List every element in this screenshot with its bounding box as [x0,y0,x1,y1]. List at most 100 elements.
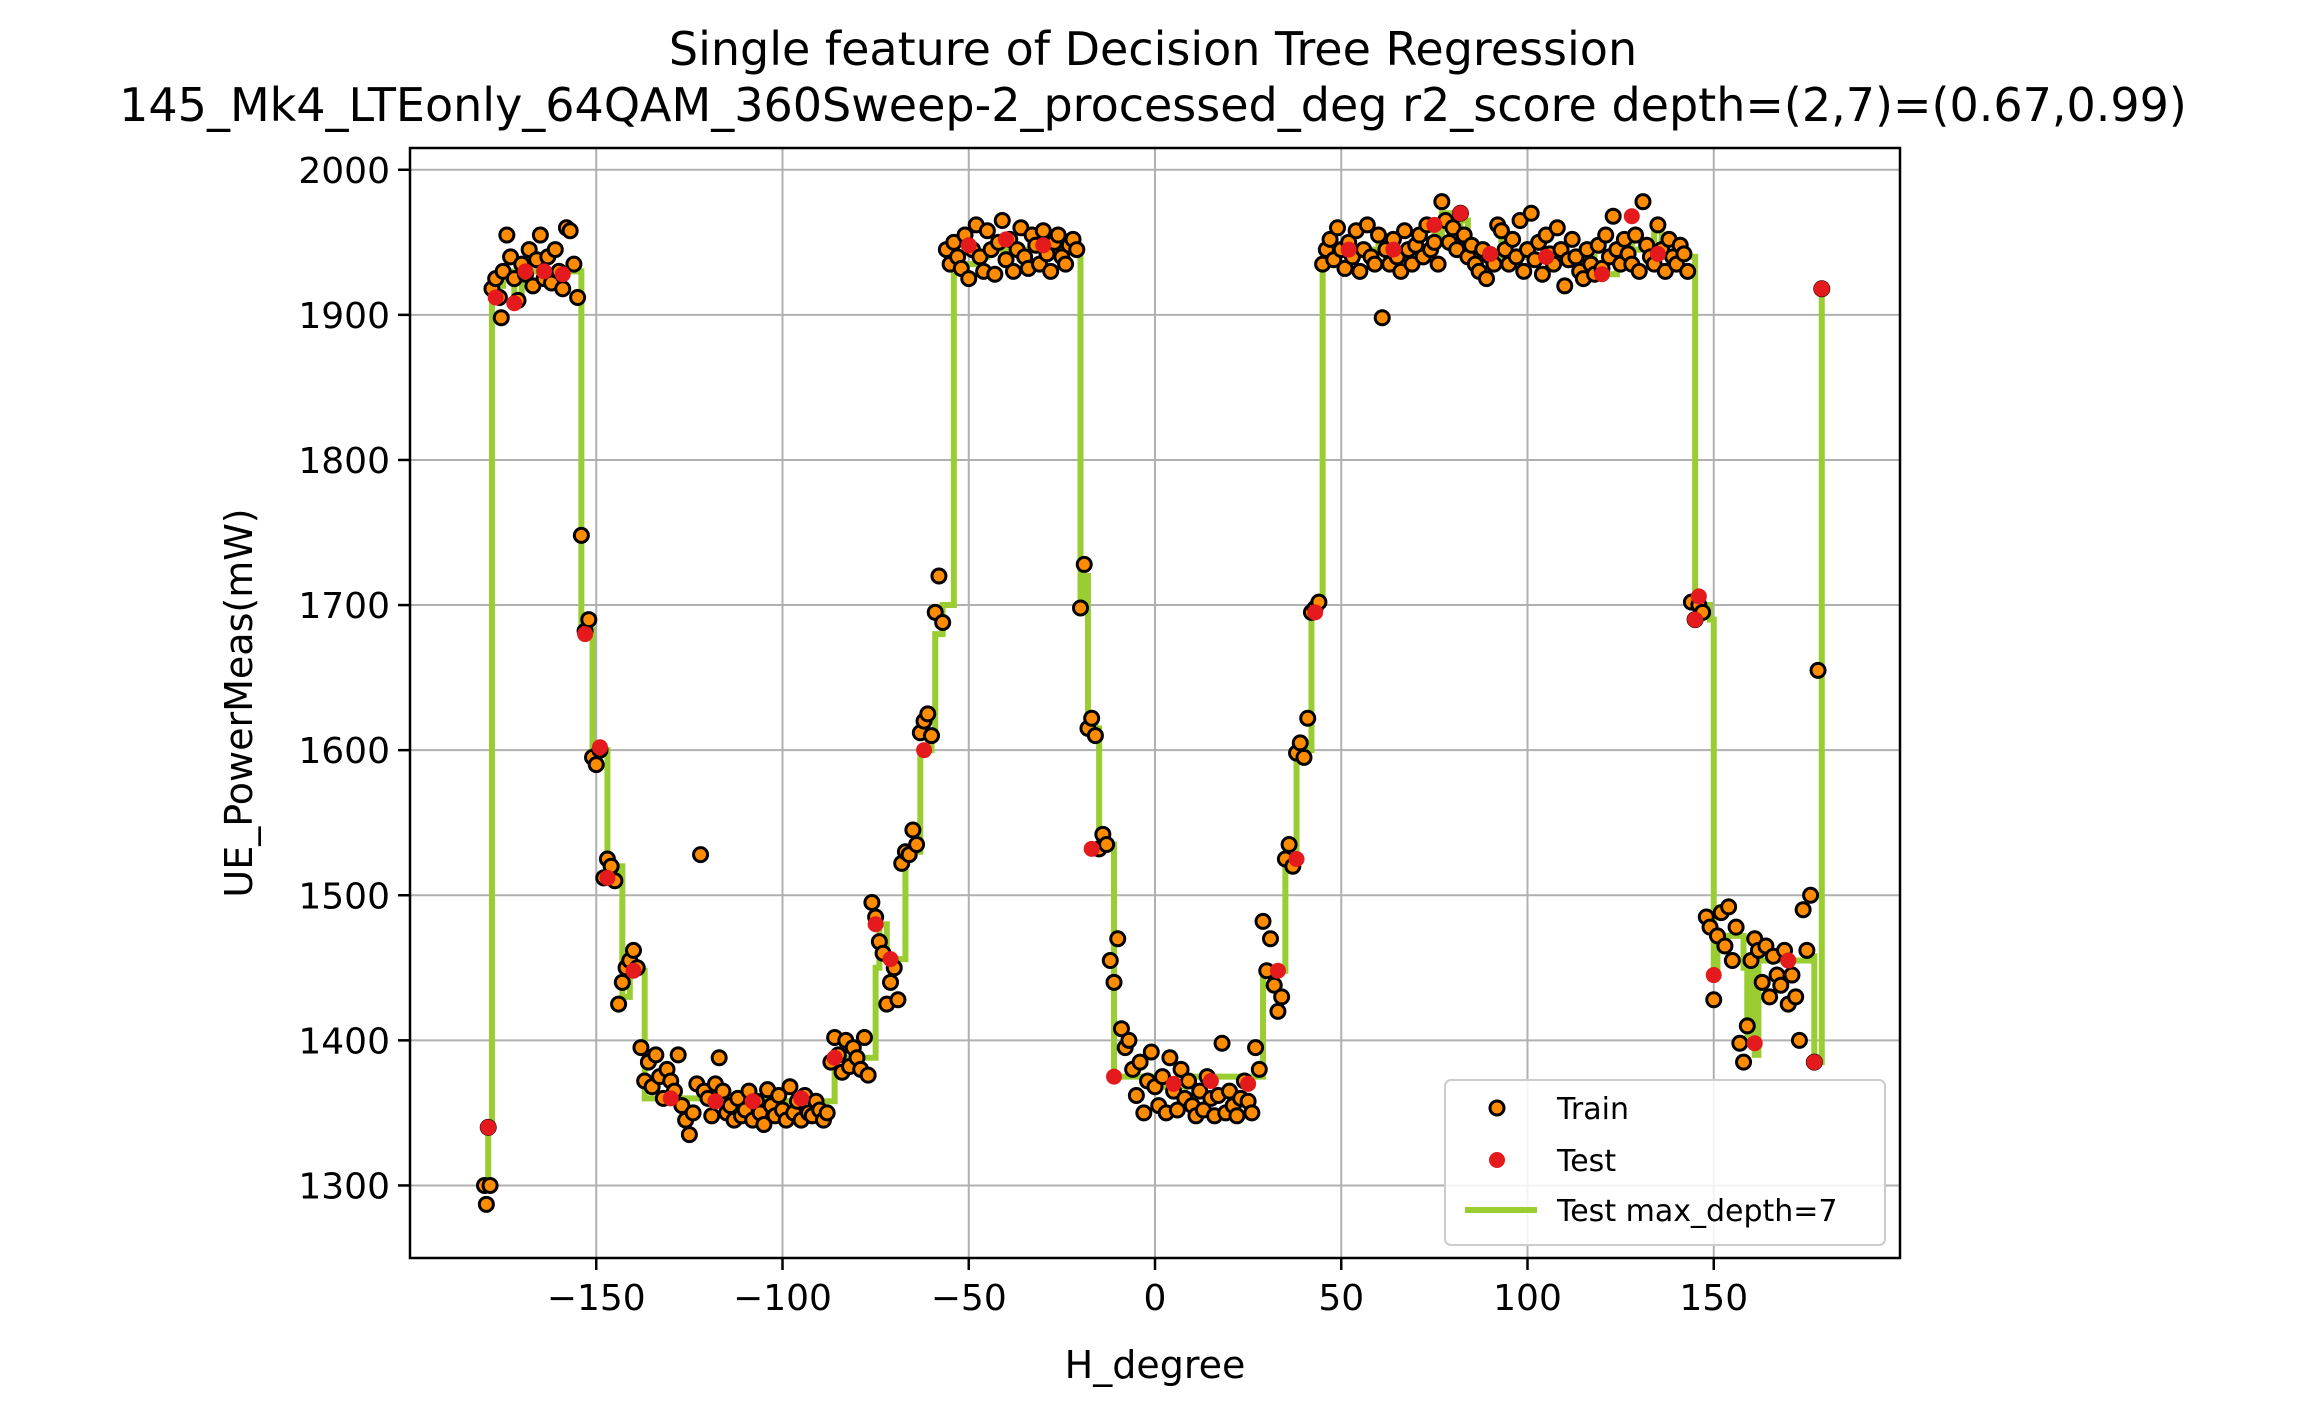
test-point [517,263,534,280]
train-point [1254,912,1272,930]
test-point [707,1093,724,1110]
train-point [1261,930,1279,948]
train-point [632,1039,650,1057]
train-point [1083,709,1101,727]
train-point [1068,241,1086,259]
test-point [1288,850,1305,867]
train-point [1809,661,1827,679]
test-point [506,295,523,312]
train-point [919,705,937,723]
test-point [1165,1075,1182,1092]
train-point [1299,709,1317,727]
train-point [1425,233,1443,251]
train-point [710,1049,728,1067]
y-tick-label: 1800 [298,441,390,482]
train-point [1291,734,1309,752]
train-point [1127,1086,1145,1104]
test-point [1780,952,1797,969]
train-point [1630,262,1648,280]
train-point [1675,245,1693,263]
y-tick-label: 2000 [298,151,390,192]
train-point [993,212,1011,230]
y-tick-label: 1300 [298,1166,390,1207]
chart-title: Single feature of Decision Tree Regressi… [668,22,1638,76]
train-point [1649,216,1667,234]
train-point [1731,1034,1749,1052]
train-point [1802,886,1820,904]
legend-box [1444,1079,1886,1246]
test-point [998,231,1014,248]
y-tick-label: 1600 [298,731,390,772]
train-point [930,567,948,585]
train-point [1716,937,1734,955]
legend-test-marker [1489,1152,1505,1168]
train-point [1142,1043,1160,1061]
train-point [1597,226,1615,244]
test-point [1806,1054,1823,1071]
train-point [1131,1053,1149,1071]
legend-train-label: Train [1556,1092,1629,1127]
train-point [1548,219,1566,237]
train-point [1705,991,1723,1009]
train-point [1295,748,1313,766]
train-point [923,727,940,745]
train-point [546,241,564,259]
x-tick-label: −100 [733,1278,832,1319]
chart-subtitle: 145_Mk4_LTEonly_64QAM_360Sweep-2_process… [119,78,2187,132]
train-point [1366,255,1384,273]
test-point [882,951,899,968]
train-point [569,288,587,306]
test-point [599,869,616,886]
train-point [1351,262,1369,280]
train-point [1787,988,1805,1006]
train-point [492,309,510,327]
train-point [1522,204,1540,222]
train-point [1627,226,1645,244]
y-tick-label: 1400 [298,1021,390,1062]
train-point [1515,262,1533,280]
train-point [978,222,996,240]
train-point [781,1078,799,1096]
train-point [565,255,583,273]
train-point [1228,1107,1246,1125]
test-point [591,739,608,756]
train-point [1370,226,1387,244]
train-point [1049,226,1067,244]
train-point [997,251,1015,269]
test-point [1083,840,1100,857]
test-point [536,263,553,280]
test-point [1705,967,1722,984]
train-point [1120,1031,1138,1049]
test-point [1623,208,1640,225]
train-point [684,1104,702,1122]
train-point [855,1028,873,1046]
train-point [882,973,900,991]
test-point [1482,245,1499,262]
y-tick-label: 1700 [298,586,390,627]
train-point [531,226,549,244]
train-point [1429,255,1447,273]
test-point [1594,266,1610,283]
train-point [1057,255,1075,273]
test-point [1035,237,1052,254]
train-point [1396,222,1414,240]
x-tick-label: 150 [1679,1278,1748,1319]
test-point [577,626,594,643]
test-point [1385,241,1402,258]
test-point [1687,611,1704,628]
test-point [1690,588,1707,605]
train-point [613,973,631,991]
x-tick-label: −50 [931,1278,1007,1319]
train-point [1273,988,1291,1006]
test-point [826,1049,843,1066]
train-point [554,280,572,298]
test-point [867,916,884,933]
legend-test-label: Test [1556,1144,1616,1179]
train-point [498,226,516,244]
train-point [1358,216,1376,234]
train-point [1098,835,1116,853]
train-point [1243,1104,1261,1122]
train-point [1250,1060,1268,1078]
test-point [1106,1068,1123,1085]
